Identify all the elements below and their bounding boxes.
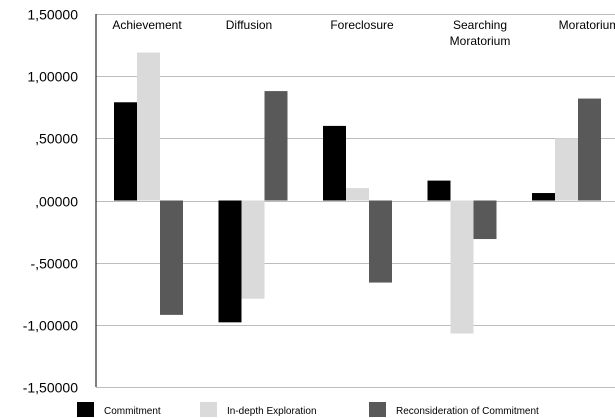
bar-in-depth-exploration bbox=[241, 200, 265, 299]
category-label: Foreclosure bbox=[330, 18, 394, 32]
bar-reconsideration-of-commitment bbox=[578, 98, 601, 201]
legend-swatch bbox=[77, 402, 94, 417]
bar-reconsideration-of-commitment bbox=[160, 200, 183, 315]
y-tick-label: ,00000 bbox=[35, 194, 78, 210]
bar-commitment bbox=[323, 125, 346, 201]
y-tick-label: -,50000 bbox=[31, 256, 79, 272]
legend: Commitment In-depth Exploration Reconsider… bbox=[77, 402, 539, 417]
legend-swatch bbox=[200, 402, 217, 417]
bar-reconsideration-of-commitment bbox=[473, 200, 497, 240]
legend-label: In-depth Exploration bbox=[227, 406, 317, 417]
bar-commitment bbox=[532, 193, 555, 201]
category-label: Searching Moratorium bbox=[450, 18, 511, 48]
legend-swatch bbox=[369, 402, 386, 417]
legend-label: Commitment bbox=[104, 406, 161, 417]
y-tick-label: -1,50000 bbox=[23, 380, 78, 396]
legend-item: In-depth Exploration bbox=[200, 402, 317, 417]
bar-in-depth-exploration bbox=[137, 52, 160, 201]
y-tick-label: ,50000 bbox=[35, 131, 78, 147]
legend-item: Commitment bbox=[77, 402, 161, 417]
bar-in-depth-exploration bbox=[555, 138, 578, 201]
bar-in-depth-exploration bbox=[450, 200, 474, 334]
legend-label: Reconsideration of Commitment bbox=[396, 406, 539, 417]
legend-item: Reconsideration of Commitment bbox=[369, 402, 539, 417]
category-label: Diffusion bbox=[226, 18, 272, 32]
bar-commitment bbox=[114, 102, 137, 201]
bar-commitment bbox=[427, 180, 451, 201]
y-tick-labels: 1,50000 1,00000 ,50000 ,00000 -,50000 -1,0000… bbox=[23, 7, 78, 396]
bar-commitment bbox=[218, 200, 242, 323]
y-tick-label: -1,00000 bbox=[23, 318, 78, 334]
bar-reconsideration-of-commitment bbox=[369, 200, 392, 283]
bar-in-depth-exploration bbox=[346, 188, 369, 201]
category-label: Achievement bbox=[112, 18, 182, 32]
category-labels: Achievement Diffusion Foreclosure Searching… bbox=[112, 18, 615, 48]
bars bbox=[114, 52, 601, 334]
bar-reconsideration-of-commitment bbox=[264, 91, 288, 201]
y-tick-label: 1,50000 bbox=[27, 7, 78, 23]
y-tick-label: 1,00000 bbox=[27, 69, 78, 85]
category-label: Moratorium bbox=[559, 18, 615, 32]
